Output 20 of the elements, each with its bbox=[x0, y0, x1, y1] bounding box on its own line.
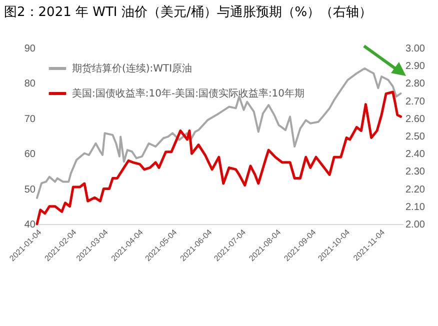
y2-tick-label: 2.80 bbox=[406, 78, 426, 90]
y-tick-label: 50 bbox=[24, 184, 36, 196]
y-tick-label: 40 bbox=[24, 220, 36, 230]
y2-tick-label: 2.10 bbox=[406, 202, 426, 213]
y2-tick-label: 2.30 bbox=[406, 166, 426, 178]
legend-label: 期货结算价(连续):WTI原油 bbox=[72, 62, 192, 74]
y-tick-label: 80 bbox=[24, 78, 36, 90]
y2-tick-label: 2.50 bbox=[406, 132, 426, 142]
y2-tick-label: 2.70 bbox=[406, 96, 426, 108]
y2-tick-label: 2.90 bbox=[406, 61, 426, 72]
chart-title: 图2：2021 年 WTI 油价（美元/桶）与通胀预期（%）（右轴） bbox=[4, 4, 372, 20]
y2-tick-label: 3.00 bbox=[406, 44, 426, 54]
y-tick-label: 90 bbox=[24, 44, 36, 54]
legend-label: 美国:国债收益率:10年-美国:国债实际收益率:10年期 bbox=[72, 88, 305, 100]
y2-tick-label: 2.60 bbox=[406, 114, 426, 125]
y2-tick-label: 2.20 bbox=[406, 184, 426, 196]
y-tick-label: 70 bbox=[24, 114, 36, 125]
y2-tick-label: 2.00 bbox=[406, 220, 426, 230]
y-tick-label: 60 bbox=[24, 149, 36, 160]
y2-tick-label: 2.40 bbox=[406, 149, 426, 160]
